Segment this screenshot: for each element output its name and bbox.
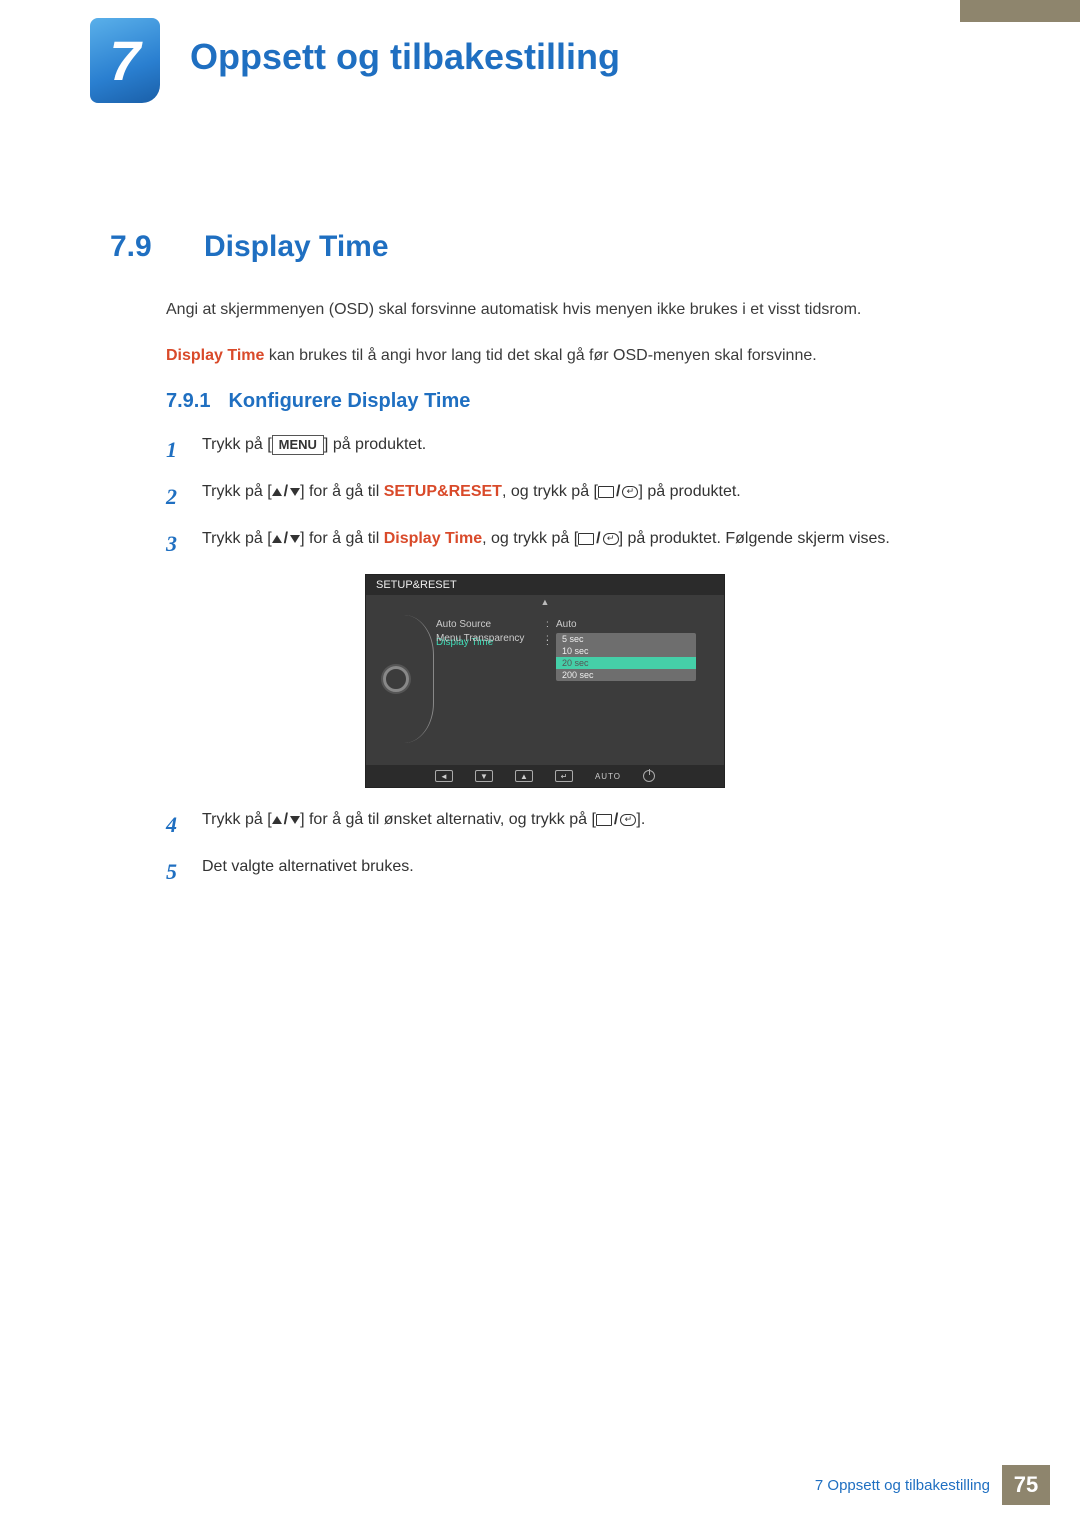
- t: , og trykk på [: [482, 530, 578, 547]
- osd-label: Auto Source: [436, 619, 546, 630]
- osd-left-icon: ◄: [435, 770, 453, 782]
- section-title: Display Time: [204, 230, 389, 264]
- step-text: Trykk på [/] for å gå til Display Time, …: [202, 527, 890, 551]
- colon: :: [546, 633, 556, 644]
- content-area: 7.9 Display Time Angi at skjermmenyen (O…: [110, 230, 980, 902]
- para2-rest: kan brukes til å angi hvor lang tid det …: [264, 347, 816, 364]
- intro-paragraph: Angi at skjermmenyen (OSD) skal forsvinn…: [166, 298, 980, 322]
- step-5: 5 Det valgte alternativet brukes.: [166, 855, 980, 888]
- up-down-icon: /: [272, 527, 300, 551]
- colon: :: [546, 619, 556, 630]
- source-enter-icon: /↵: [578, 527, 618, 551]
- up-down-icon: /: [272, 808, 300, 832]
- section-number: 7.9: [110, 230, 178, 264]
- step-text: Trykk på [/] for å gå til SETUP&RESET, o…: [202, 480, 741, 504]
- t: ] på produktet.: [324, 436, 426, 453]
- osd-left-panel: [366, 609, 426, 749]
- osd-title: SETUP&RESET: [366, 575, 724, 595]
- chapter-number: 7: [109, 28, 140, 93]
- osd-screenshot: SETUP&RESET ▲ Auto Source : Auto Display…: [365, 574, 725, 788]
- step-2: 2 Trykk på [/] for å gå til SETUP&RESET,…: [166, 480, 980, 513]
- t: , og trykk på [: [502, 483, 598, 500]
- subsection-number: 7.9.1: [166, 390, 210, 413]
- osd-up-icon: ▲: [515, 770, 533, 782]
- osd-footer: ◄ ▼ ▲ ↵ AUTO: [366, 765, 724, 787]
- source-enter-icon: /↵: [596, 808, 636, 832]
- target-setup-reset: SETUP&RESET: [384, 483, 502, 500]
- steps-list-cont: 4 Trykk på [/] for å gå til ønsket alter…: [166, 808, 980, 888]
- step-text: Det valgte alternativet brukes.: [202, 855, 414, 879]
- osd-power-icon: [643, 770, 655, 782]
- header-stripe: [960, 0, 1080, 22]
- menu-button-icon: MENU: [272, 435, 324, 455]
- t: ] for å gå til: [300, 483, 384, 500]
- chapter-tab: 7: [90, 18, 160, 103]
- step-num: 4: [166, 808, 184, 841]
- page-number: 75: [1002, 1465, 1050, 1505]
- osd-label: Menu Transparency: [436, 633, 546, 644]
- osd-option: 200 sec: [556, 669, 696, 681]
- step-num: 1: [166, 433, 184, 466]
- description-paragraph: Display Time kan brukes til å angi hvor …: [166, 344, 980, 368]
- t: ] på produktet. Følgende skjerm vises.: [619, 530, 890, 547]
- up-down-icon: /: [272, 480, 300, 504]
- step-text: Trykk på [MENU] på produktet.: [202, 433, 426, 457]
- step-num: 3: [166, 527, 184, 560]
- osd-up-arrow-icon: ▲: [366, 595, 724, 609]
- steps-list: 1 Trykk på [MENU] på produktet. 2 Trykk …: [166, 433, 980, 560]
- osd-value: Auto: [556, 619, 577, 630]
- section-heading: 7.9 Display Time: [110, 230, 980, 264]
- t: ] for å gå til: [300, 530, 384, 547]
- target-display-time: Display Time: [384, 530, 482, 547]
- subsection-heading: 7.9.1 Konfigurere Display Time: [166, 390, 980, 413]
- step-text: Trykk på [/] for å gå til ønsket alterna…: [202, 808, 645, 832]
- subsection-title: Konfigurere Display Time: [228, 390, 470, 413]
- chapter-title: Oppsett og tilbakestilling: [190, 36, 620, 78]
- page-footer: 7 Oppsett og tilbakestilling 75: [0, 1465, 1080, 1505]
- step-4: 4 Trykk på [/] for å gå til ønsket alter…: [166, 808, 980, 841]
- osd-body: Auto Source : Auto Display Time : 5 sec …: [366, 609, 724, 749]
- step-num: 2: [166, 480, 184, 513]
- osd-down-icon: ▼: [475, 770, 493, 782]
- step-3: 3 Trykk på [/] for å gå til Display Time…: [166, 527, 980, 560]
- source-enter-icon: /↵: [598, 480, 638, 504]
- t: Trykk på [: [202, 483, 272, 500]
- osd-enter-icon: ↵: [555, 770, 573, 782]
- t: Trykk på [: [202, 811, 272, 828]
- t: ] for å gå til ønsket alternativ, og try…: [300, 811, 596, 828]
- t: ] på produktet.: [638, 483, 740, 500]
- highlight-display-time: Display Time: [166, 347, 264, 364]
- osd-menu: Auto Source : Auto Display Time : 5 sec …: [426, 609, 724, 749]
- footer-breadcrumb: 7 Oppsett og tilbakestilling: [815, 1477, 990, 1494]
- osd-auto-label: AUTO: [595, 772, 621, 781]
- t: Trykk på [: [202, 436, 272, 453]
- t: ].: [636, 811, 645, 828]
- osd-option-selected: 20 sec: [556, 657, 696, 669]
- osd-arc: [404, 615, 434, 743]
- step-num: 5: [166, 855, 184, 888]
- t: Trykk på [: [202, 530, 272, 547]
- step-1: 1 Trykk på [MENU] på produktet.: [166, 433, 980, 466]
